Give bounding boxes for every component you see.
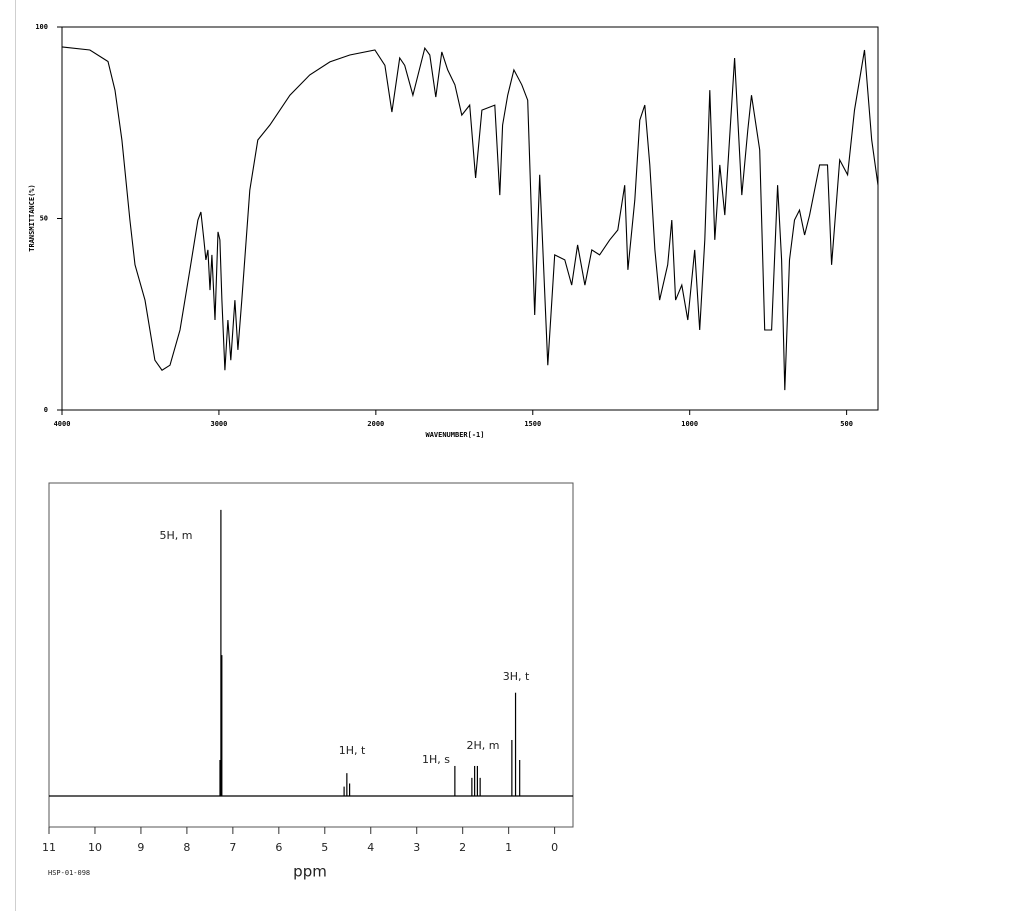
x-tick-label: 9	[137, 841, 144, 854]
ir-frame	[61, 26, 879, 411]
annotation: 1H, s	[422, 753, 450, 766]
x-tick-label: 10	[88, 841, 102, 854]
y-axis-label: TRANSMITTANCE(%)	[28, 184, 36, 251]
x-tick-label: 8	[183, 841, 190, 854]
x-tick-label: 1000	[681, 420, 698, 428]
x-tick-label: 1	[505, 841, 512, 854]
annotation: 1H, t	[339, 744, 366, 757]
x-tick-label: 2	[459, 841, 466, 854]
x-tick-label: 3000	[210, 420, 227, 428]
x-tick-label: 500	[840, 420, 853, 428]
x-tick-label: 11	[42, 841, 56, 854]
annotation: 2H, m	[467, 739, 500, 752]
x-tick-label: 4	[367, 841, 374, 854]
nmr-frame	[48, 482, 574, 828]
x-tick-label: 6	[275, 841, 282, 854]
ir-spectrum: WAVENUMBER[-1] TRANSMITTANCE(%) 4000 3000…	[28, 23, 879, 439]
x-tick-label: 2000	[367, 420, 384, 428]
x-axis-label: ppm	[293, 863, 327, 881]
footnote: HSP-01-098	[48, 869, 90, 877]
x-tick-label: 4000	[54, 420, 71, 428]
annotation: 5H, m	[160, 529, 193, 542]
x-tick-label: 3	[413, 841, 420, 854]
nmr-spectrum: ppm HSP-01-098 11 10 9 8 7 6 5 4 3 2 1 05H, m1H, t1…	[42, 482, 574, 881]
annotation: 3H, t	[503, 670, 530, 683]
x-tick-label: 7	[229, 841, 236, 854]
ir-trace	[61, 46, 879, 391]
y-tick-label: 50	[40, 215, 48, 223]
x-tick-label: 0	[551, 841, 558, 854]
x-tick-label: 5	[321, 841, 328, 854]
x-tick-label: 1500	[524, 420, 541, 428]
y-tick-label: 100	[35, 23, 48, 31]
y-tick-label: 0	[44, 406, 48, 414]
x-axis-label: WAVENUMBER[-1]	[425, 431, 484, 439]
